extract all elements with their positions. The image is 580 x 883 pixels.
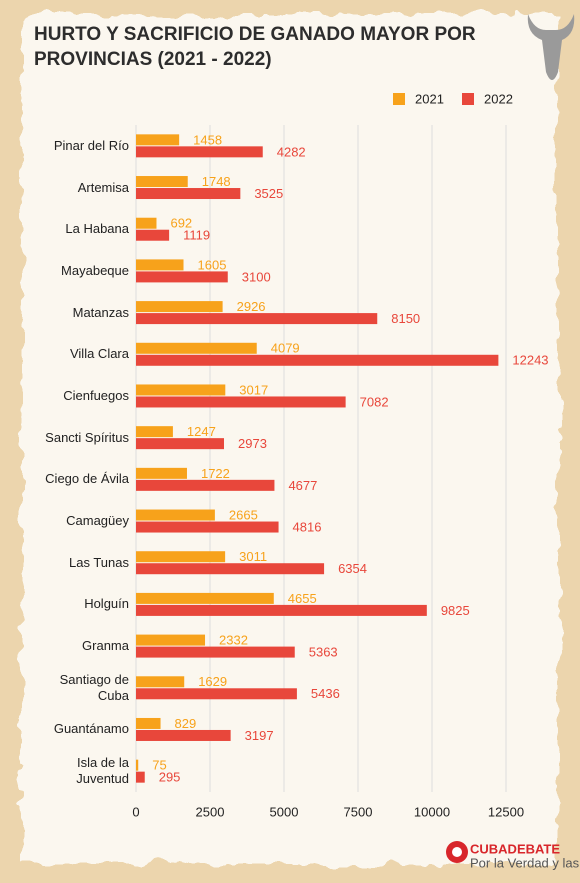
x-tick-label: 7500 — [344, 804, 373, 819]
brand-name: CUBADEBATE — [470, 841, 560, 856]
value-label: 4282 — [277, 144, 306, 159]
bar — [136, 134, 180, 146]
bar — [136, 551, 226, 563]
chart-title: HURTO Y SACRIFICIO DE GANADO MAYOR POR P… — [34, 24, 476, 70]
bar — [136, 438, 225, 450]
bar — [136, 217, 157, 229]
x-tick-label: 5000 — [270, 804, 299, 819]
bar — [136, 676, 185, 688]
value-label: 6354 — [338, 561, 367, 576]
category-label: Matanzas — [72, 304, 129, 320]
value-label: 1629 — [198, 674, 227, 689]
category-label: Mayabeque — [61, 262, 129, 278]
value-label: 2332 — [219, 633, 248, 648]
value-label: 4816 — [293, 519, 322, 534]
bar — [136, 563, 325, 575]
category-label: Cienfuegos — [63, 387, 129, 403]
bar — [136, 646, 295, 658]
legend-swatch — [462, 93, 474, 105]
value-label: 3011 — [239, 549, 267, 564]
bar — [136, 592, 274, 604]
category-label: Las Tunas — [69, 554, 129, 570]
bar — [136, 604, 427, 616]
value-label: 2926 — [237, 299, 266, 314]
value-label: 1458 — [193, 132, 222, 147]
bar — [136, 688, 297, 700]
value-label: 75 — [152, 758, 166, 773]
bar — [136, 467, 187, 479]
category-label: Pinar del Río — [53, 137, 129, 153]
value-label: 3100 — [242, 269, 271, 284]
value-label: 3525 — [254, 186, 283, 201]
value-label: 692 — [170, 216, 192, 231]
category-label: Villa Clara — [69, 346, 129, 362]
category-label: Santiago de Cuba — [59, 671, 129, 703]
bar — [136, 354, 499, 366]
category-label: Holguín — [84, 596, 129, 612]
value-label: 2973 — [238, 436, 267, 451]
bar — [136, 146, 263, 158]
value-label: 1748 — [202, 174, 231, 189]
category-label: Isla de la Juventud — [76, 755, 129, 787]
bar — [136, 384, 226, 396]
value-label: 4677 — [288, 478, 317, 493]
category-label: Sancti Spíritus — [45, 429, 129, 445]
category-label: Artemisa — [77, 179, 129, 195]
value-label: 1119 — [183, 228, 210, 243]
bar — [136, 271, 228, 283]
category-label: Camagüey — [66, 513, 129, 529]
bar — [136, 229, 170, 241]
brand-logo: CUBADEBATE Por la Verdad y las Ideas — [446, 841, 580, 870]
bar — [136, 176, 188, 188]
category-label: La Habana — [65, 221, 129, 237]
legend-label: 2021 — [415, 91, 444, 106]
value-label: 829 — [175, 716, 197, 731]
bar — [136, 396, 346, 408]
bar — [136, 521, 279, 533]
category-label: Granma — [82, 638, 129, 654]
bar — [136, 259, 184, 271]
bar — [136, 634, 206, 646]
legend-label: 2022 — [484, 91, 513, 106]
bull-icon — [527, 14, 575, 80]
x-tick-label: 12500 — [488, 804, 524, 819]
value-label: 9825 — [441, 603, 470, 618]
bar — [136, 188, 241, 200]
bar — [136, 301, 223, 313]
brand-tagline: Por la Verdad y las Ideas — [470, 855, 580, 870]
bar — [136, 426, 173, 438]
category-label: Guantánamo — [53, 721, 129, 737]
value-label: 7082 — [360, 394, 389, 409]
legend-swatch — [393, 93, 405, 105]
bar — [136, 509, 215, 521]
bar — [136, 729, 231, 741]
value-label: 1722 — [201, 466, 230, 481]
x-tick-label: 0 — [132, 804, 139, 819]
value-label: 3197 — [245, 728, 274, 743]
value-label: 5436 — [311, 686, 340, 701]
paper — [22, 14, 558, 864]
bar — [136, 479, 275, 491]
bar — [136, 717, 161, 729]
x-tick-label: 2500 — [196, 804, 225, 819]
value-label: 8150 — [391, 311, 420, 326]
category-label: Ciego de Ávila — [45, 471, 129, 487]
value-label: 4079 — [271, 341, 300, 356]
bar — [136, 759, 139, 771]
bar — [136, 342, 257, 354]
bar — [136, 313, 378, 325]
value-label: 4655 — [288, 591, 317, 606]
value-label: 295 — [159, 770, 181, 785]
bar — [136, 771, 145, 783]
value-label: 12243 — [512, 353, 548, 368]
value-label: 5363 — [309, 645, 338, 660]
value-label: 2665 — [229, 507, 258, 522]
value-label: 3017 — [239, 382, 268, 397]
value-label: 1605 — [198, 257, 227, 272]
value-label: 1247 — [187, 424, 216, 439]
x-tick-label: 10000 — [414, 804, 450, 819]
